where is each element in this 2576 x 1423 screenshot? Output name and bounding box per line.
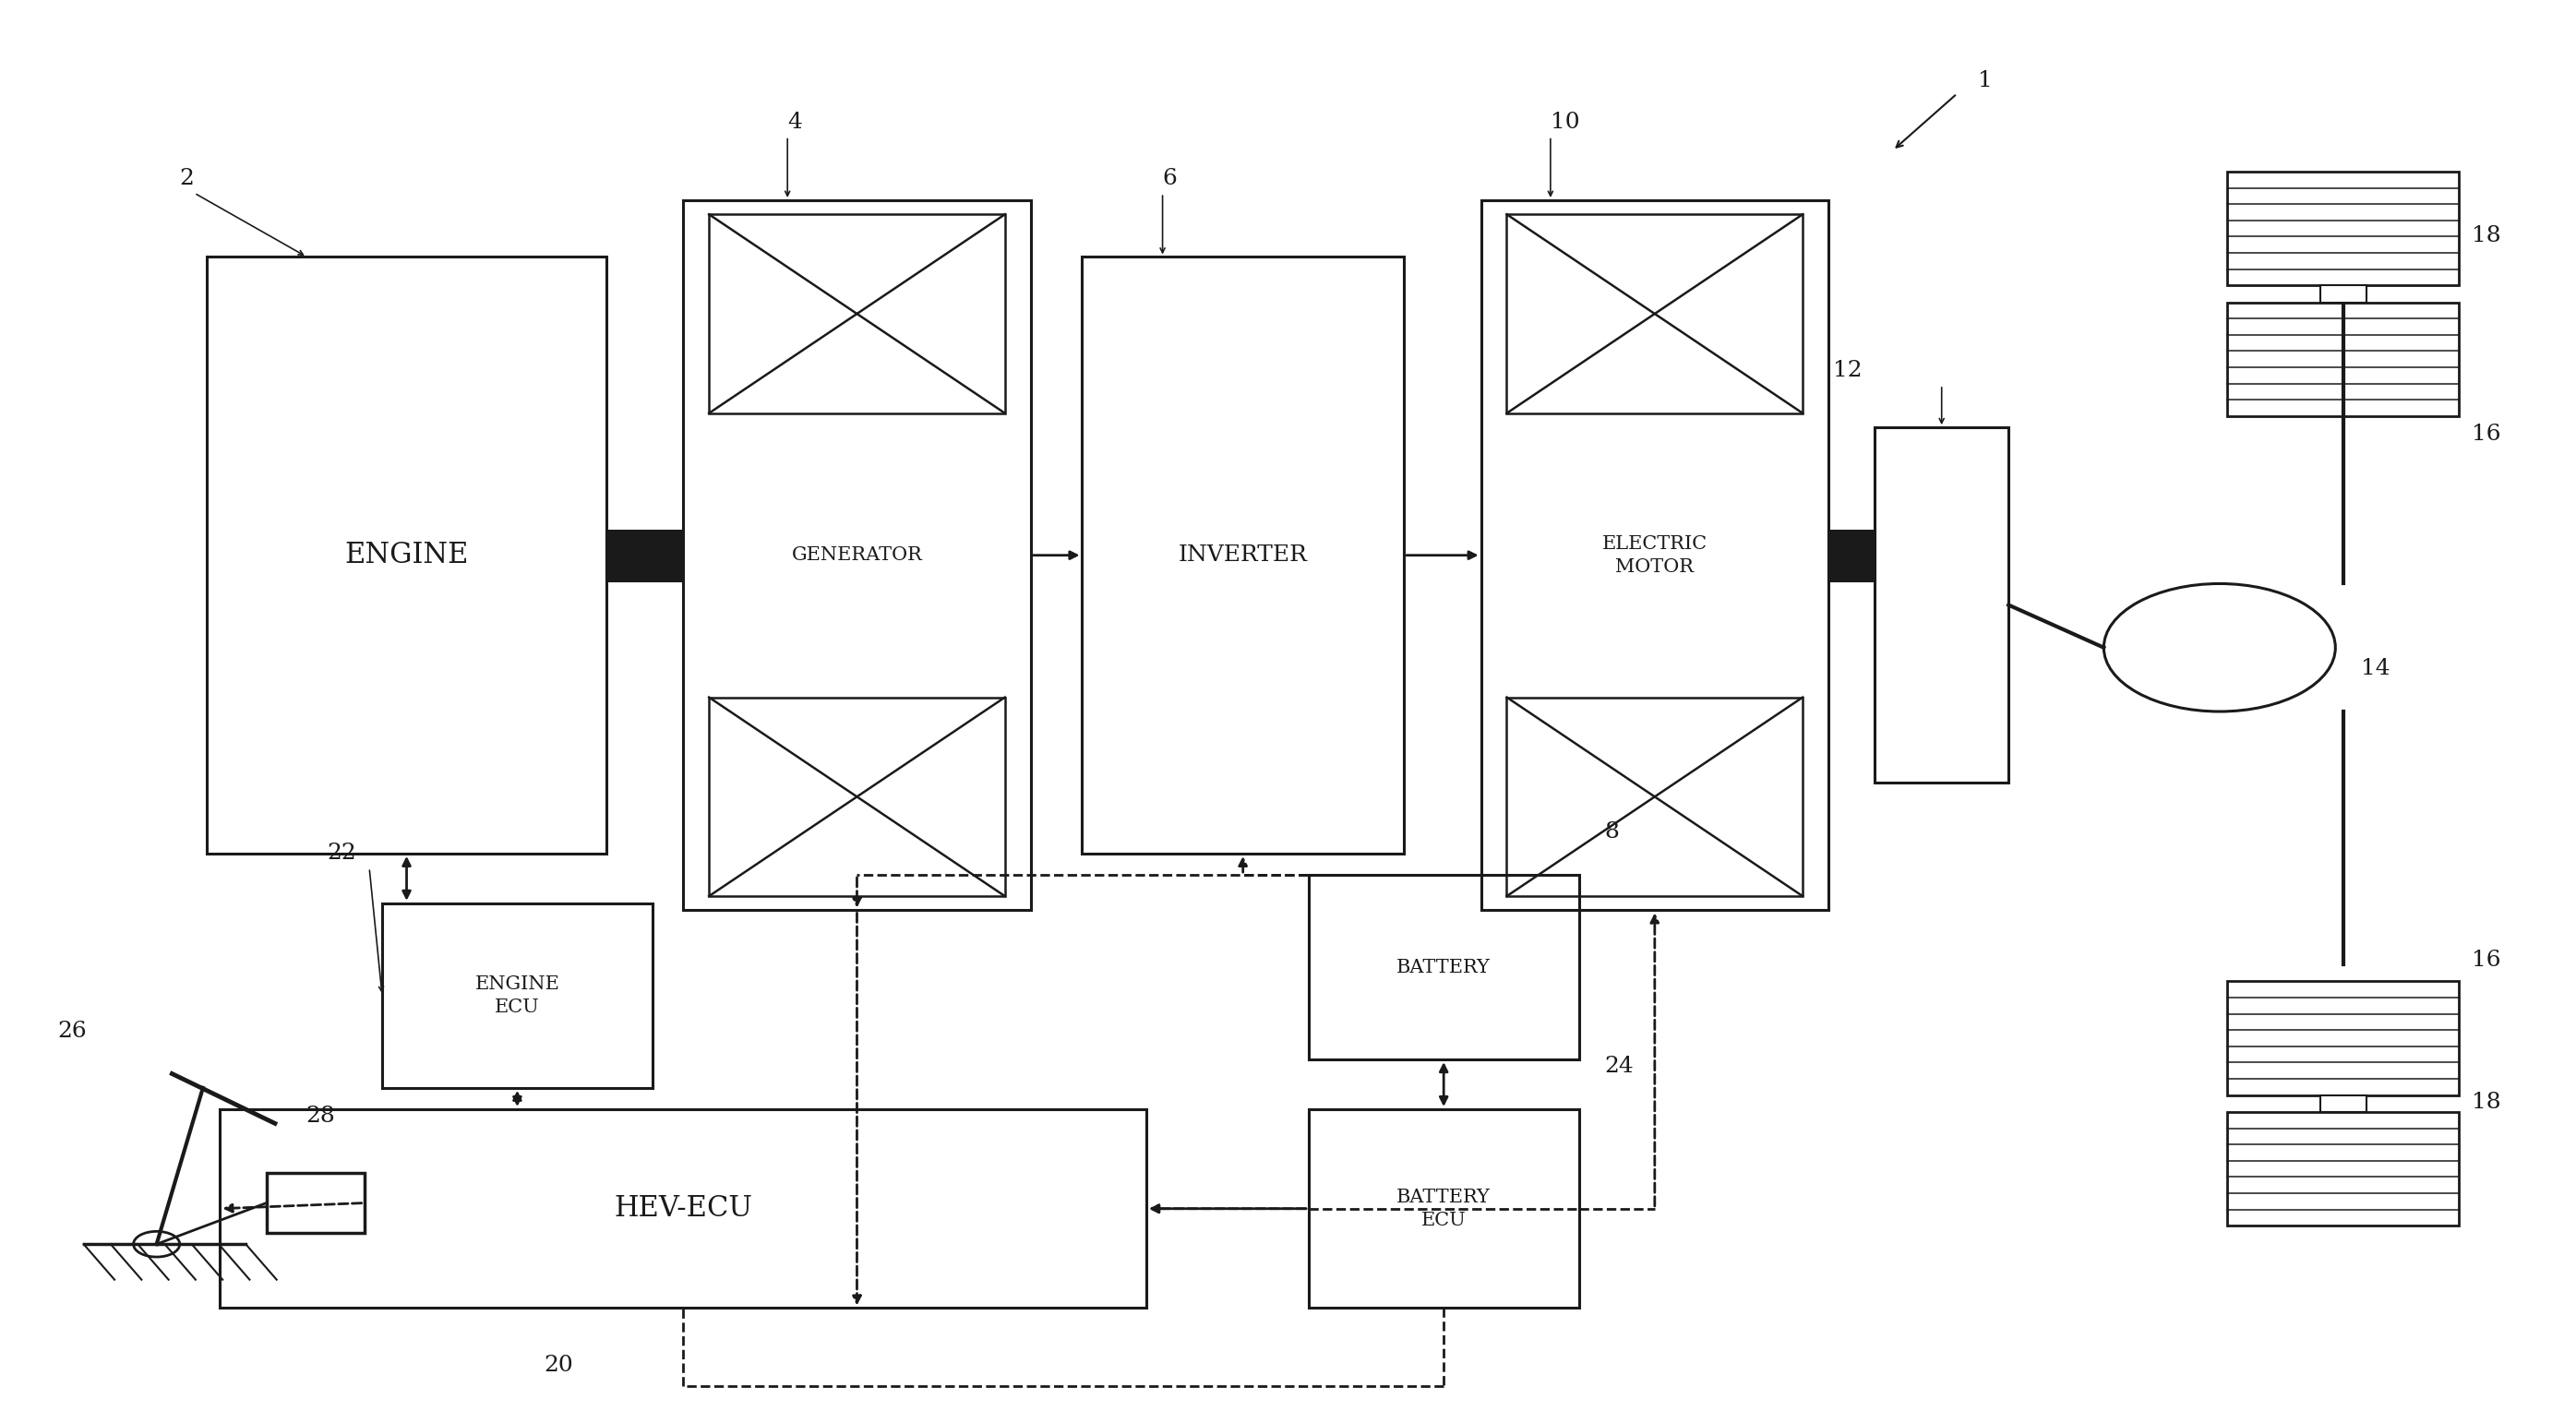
Bar (219, 1109, 1146, 1308)
Text: GENERATOR: GENERATOR (791, 546, 922, 564)
Bar (2228, 1111, 2460, 1225)
Text: 8: 8 (1605, 821, 1620, 842)
Text: 20: 20 (544, 1355, 574, 1376)
Text: 18: 18 (2473, 1091, 2501, 1113)
Bar (1875, 427, 2009, 783)
Bar (2321, 1096, 2367, 1111)
Text: 6: 6 (1162, 168, 1177, 189)
Bar (1507, 697, 1803, 896)
Text: 16: 16 (2473, 424, 2501, 445)
Bar (605, 531, 683, 581)
Bar (708, 215, 1005, 413)
Bar (2228, 303, 2460, 416)
Bar (1309, 1109, 1579, 1308)
Bar (1829, 531, 1875, 581)
Bar (1507, 215, 1803, 413)
Text: ENGINE: ENGINE (345, 541, 469, 569)
Bar (2321, 286, 2367, 303)
Bar (381, 904, 652, 1089)
Bar (2228, 982, 2460, 1096)
Bar (265, 1173, 363, 1232)
Text: 12: 12 (1832, 360, 1862, 381)
Text: 1: 1 (1978, 70, 1991, 91)
Text: 16: 16 (2473, 949, 2501, 970)
Text: 14: 14 (2362, 659, 2391, 680)
Bar (708, 697, 1005, 896)
Bar (683, 201, 1030, 911)
Text: BATTERY: BATTERY (1396, 959, 1492, 976)
Text: 4: 4 (788, 111, 801, 132)
Text: HEV-ECU: HEV-ECU (613, 1194, 752, 1222)
Text: ELECTRIC
MOTOR: ELECTRIC MOTOR (1602, 535, 1708, 575)
Text: 10: 10 (1551, 111, 1579, 132)
Text: 2: 2 (180, 168, 193, 189)
Bar (1481, 201, 1829, 911)
Bar (1082, 258, 1404, 854)
Bar (2228, 172, 2460, 286)
Bar (1309, 875, 1579, 1060)
Bar (206, 258, 605, 854)
Text: INVERTER: INVERTER (1177, 545, 1309, 566)
Text: 28: 28 (307, 1106, 335, 1127)
Text: 22: 22 (327, 842, 355, 864)
Text: 24: 24 (1605, 1056, 1633, 1077)
Text: 26: 26 (57, 1020, 88, 1042)
Text: BATTERY
ECU: BATTERY ECU (1396, 1188, 1492, 1229)
Text: 18: 18 (2473, 225, 2501, 246)
Text: ENGINE
ECU: ENGINE ECU (474, 975, 559, 1016)
